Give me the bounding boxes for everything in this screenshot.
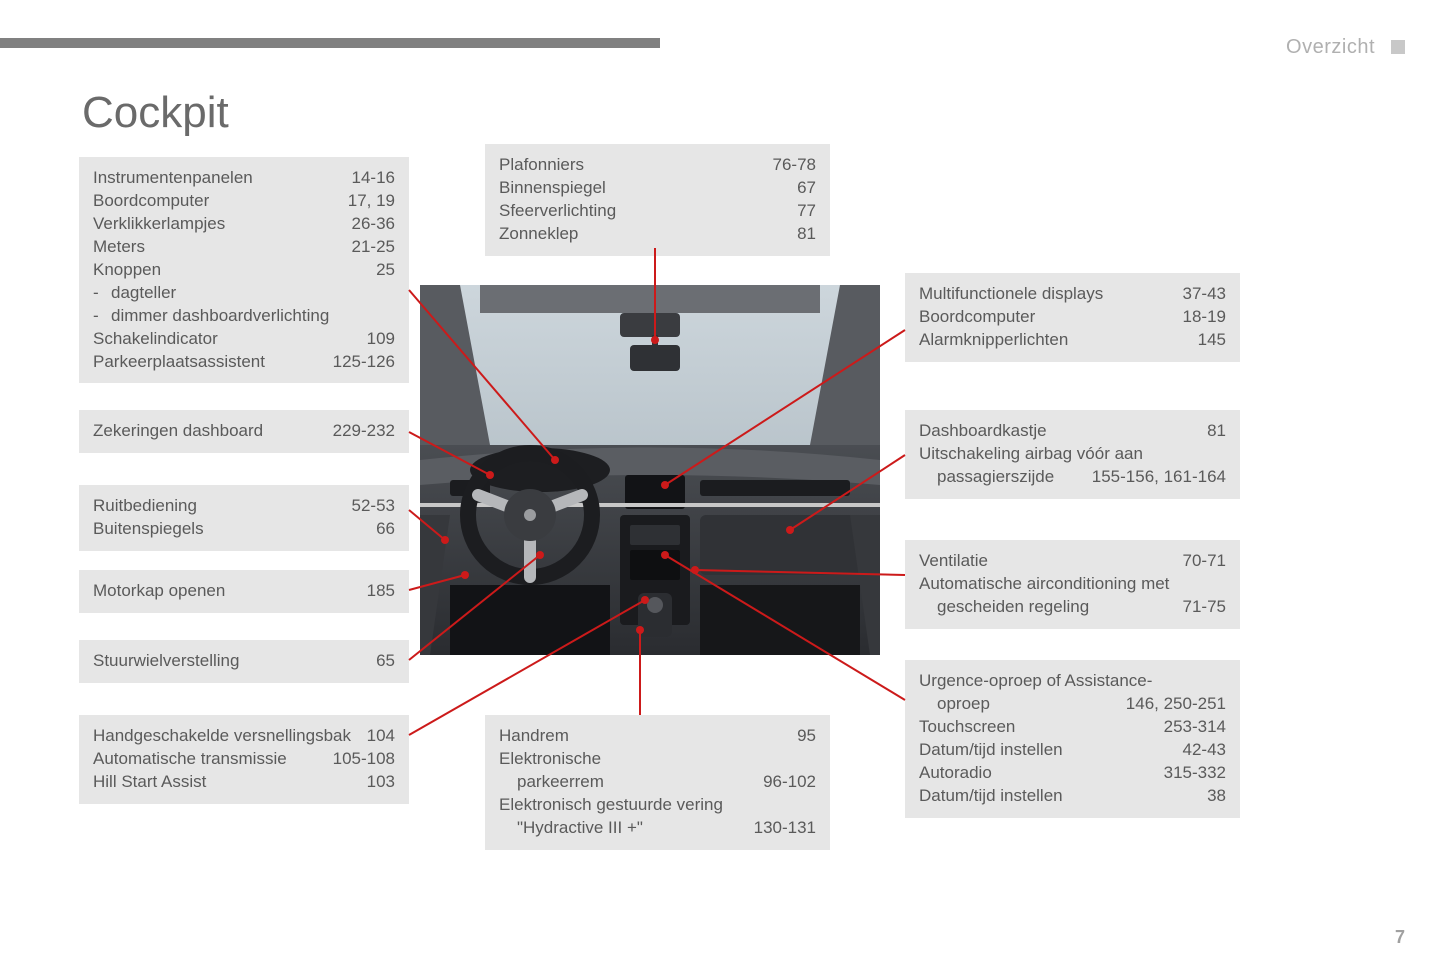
callout-label: Schakelindicator xyxy=(93,328,357,351)
callout-label: Automatische transmissie xyxy=(93,748,323,771)
callout-label: passagierszijde xyxy=(919,466,1082,489)
callout-pages: 67 xyxy=(787,177,816,200)
callout-box3: Ruitbediening52-53Buitenspiegels66 xyxy=(79,485,409,551)
callout-pages: 25 xyxy=(366,259,395,282)
callout-label: Touchscreen xyxy=(919,716,1154,739)
callout-label: Boordcomputer xyxy=(919,306,1173,329)
callout-box8: Handrem95Elektronischeparkeerrem96-102El… xyxy=(485,715,830,850)
callout-pages: 125-126 xyxy=(323,351,395,374)
callout-box5: Stuurwielverstelling65 xyxy=(79,640,409,683)
callout-label: Plafonniers xyxy=(499,154,763,177)
callout-label: Meters xyxy=(93,236,342,259)
callout-label: dimmer dashboardverlichting xyxy=(93,305,395,328)
callout-box4: Motorkap openen185 xyxy=(79,570,409,613)
header-bar xyxy=(0,38,660,48)
callout-pages: 18-19 xyxy=(1173,306,1226,329)
callout-pages: 52-53 xyxy=(342,495,395,518)
callout-label: Binnenspiegel xyxy=(499,177,787,200)
callout-box12: Urgence-oproep of Assistance-oproep146, … xyxy=(905,660,1240,818)
callout-label: Ventilatie xyxy=(919,550,1173,573)
callout-label: Alarmknipperlichten xyxy=(919,329,1188,352)
callout-pages: 315-332 xyxy=(1154,762,1226,785)
page-number: 7 xyxy=(1395,927,1405,948)
callout-pages: 38 xyxy=(1197,785,1226,808)
callout-label: "Hydractive III +" xyxy=(499,817,744,840)
callout-pages: 17, 19 xyxy=(338,190,395,213)
callout-label: Buitenspiegels xyxy=(93,518,366,541)
callout-label: Handrem xyxy=(499,725,787,748)
callout-label: Stuurwielverstelling xyxy=(93,650,366,673)
callout-pages: 66 xyxy=(366,518,395,541)
callout-pages: 155-156, 161-164 xyxy=(1082,466,1226,489)
callout-pages: 96-102 xyxy=(753,771,816,794)
callout-box10: Dashboardkastje81Uitschakeling airbag vó… xyxy=(905,410,1240,499)
section-label: Overzicht xyxy=(1286,36,1375,59)
callout-box9: Multifunctionele displays37-43Boordcompu… xyxy=(905,273,1240,362)
callout-pages: 76-78 xyxy=(763,154,816,177)
callout-pages: 253-314 xyxy=(1154,716,1226,739)
callout-label: Datum/tijd instellen xyxy=(919,739,1173,762)
callout-pages: 185 xyxy=(357,580,395,603)
callout-pages: 81 xyxy=(1197,420,1226,443)
callout-label: Urgence-oproep of Assistance- xyxy=(919,670,1226,693)
callout-label: Motorkap openen xyxy=(93,580,357,603)
callout-pages: 71-75 xyxy=(1173,596,1226,619)
callout-label: Datum/tijd instellen xyxy=(919,785,1197,808)
callout-pages: 37-43 xyxy=(1173,283,1226,306)
callout-pages: 70-71 xyxy=(1173,550,1226,573)
callout-pages: 105-108 xyxy=(323,748,395,771)
callout-pages: 81 xyxy=(787,223,816,246)
callout-box2: Zekeringen dashboard229-232 xyxy=(79,410,409,453)
callout-pages: 229-232 xyxy=(323,420,395,443)
callout-label: Parkeerplaatsassistent xyxy=(93,351,323,374)
callout-label: Uitschakeling airbag vóór aan xyxy=(919,443,1226,466)
page-title: Cockpit xyxy=(82,88,229,138)
callout-pages: 146, 250-251 xyxy=(1116,693,1226,716)
callout-label: Handgeschakelde versnellingsbak xyxy=(93,725,357,748)
callout-label: Verklikkerlampjes xyxy=(93,213,342,236)
callout-label: dagteller xyxy=(93,282,395,305)
cockpit-illustration xyxy=(420,285,880,655)
callout-pages: 26-36 xyxy=(342,213,395,236)
callout-pages: 95 xyxy=(787,725,816,748)
callout-label: oproep xyxy=(919,693,1116,716)
callout-label: Zekeringen dashboard xyxy=(93,420,323,443)
callout-pages: 130-131 xyxy=(744,817,816,840)
callout-pages: 145 xyxy=(1188,329,1226,352)
callout-label: Elektronische xyxy=(499,748,816,771)
callout-box1: Instrumentenpanelen14-16Boordcomputer17,… xyxy=(79,157,409,383)
callout-label: Sfeerverlichting xyxy=(499,200,787,223)
callout-label: Autoradio xyxy=(919,762,1154,785)
callout-label: Multifunctionele displays xyxy=(919,283,1173,306)
callout-label: Elektronisch gestuurde vering xyxy=(499,794,816,817)
callout-pages: 109 xyxy=(357,328,395,351)
callout-pages: 65 xyxy=(366,650,395,673)
callout-label: Hill Start Assist xyxy=(93,771,357,794)
section-indicator xyxy=(1391,40,1405,54)
callout-label: Knoppen xyxy=(93,259,366,282)
callout-label: Zonneklep xyxy=(499,223,787,246)
callout-pages: 21-25 xyxy=(342,236,395,259)
callout-label: Instrumentenpanelen xyxy=(93,167,342,190)
callout-box6: Handgeschakelde versnellingsbak104 Automa… xyxy=(79,715,409,804)
callout-pages: 103 xyxy=(357,771,395,794)
callout-label: Boordcomputer xyxy=(93,190,338,213)
callout-label: gescheiden regeling xyxy=(919,596,1173,619)
callout-box7: Plafonniers76-78Binnenspiegel67Sfeerverl… xyxy=(485,144,830,256)
callout-label: Dashboardkastje xyxy=(919,420,1197,443)
callout-box11: Ventilatie70-71Automatische aircondition… xyxy=(905,540,1240,629)
callout-pages: 42-43 xyxy=(1173,739,1226,762)
callout-label: Automatische airconditioning met xyxy=(919,573,1226,596)
callout-pages: 14-16 xyxy=(342,167,395,190)
callout-label: Ruitbediening xyxy=(93,495,342,518)
callout-label: parkeerrem xyxy=(499,771,753,794)
callout-pages: 77 xyxy=(787,200,816,223)
callout-pages: 104 xyxy=(357,725,395,748)
